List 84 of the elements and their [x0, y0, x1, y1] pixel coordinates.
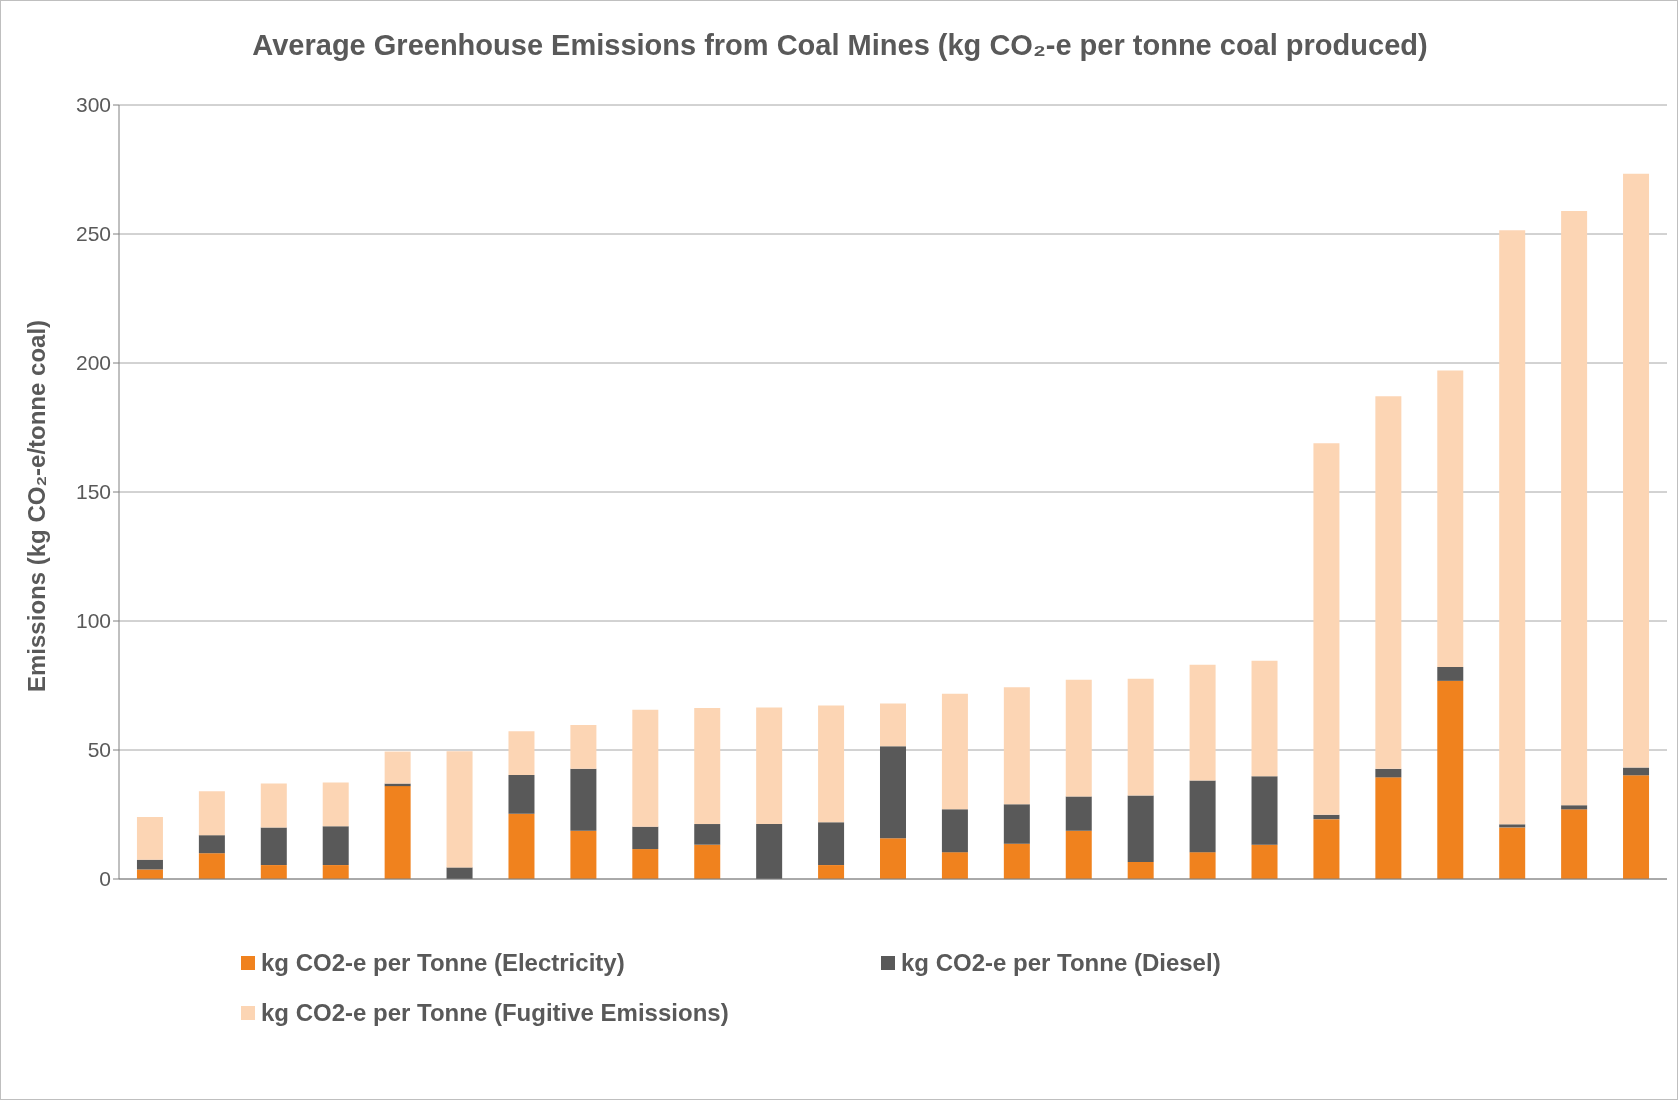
- y-tick-label: 0: [99, 867, 111, 891]
- bar: [508, 813, 535, 879]
- bar: [136, 817, 163, 860]
- bar: [1127, 678, 1154, 796]
- bar: [1561, 809, 1588, 879]
- bar: [446, 867, 473, 879]
- bar: [1499, 827, 1526, 879]
- bar: [1251, 776, 1278, 845]
- y-tick-label: 300: [75, 93, 111, 117]
- bar: [508, 731, 535, 776]
- bar: [941, 693, 968, 810]
- legend-label: kg CO2-e per Tonne (Electricity): [261, 949, 625, 977]
- bar: [1127, 795, 1154, 862]
- bar: [384, 786, 411, 879]
- bar: [880, 746, 906, 839]
- bar: [880, 703, 906, 747]
- bar: [198, 853, 225, 879]
- y-tick-label: 150: [75, 480, 111, 504]
- bar: [1561, 211, 1588, 806]
- bar: [1127, 861, 1154, 879]
- bar: [260, 783, 287, 828]
- chart-title: Average Greenhouse Emissions from Coal Mines (kg CO₂-e per tonne coal produced): [251, 29, 1429, 62]
- bar: [1189, 664, 1216, 781]
- bar: [1375, 777, 1402, 879]
- bar: [260, 827, 287, 866]
- bar: [1003, 843, 1030, 879]
- bar: [1065, 796, 1092, 831]
- bar: [756, 824, 783, 879]
- bar: [1437, 370, 1464, 667]
- bar: [322, 865, 349, 879]
- bar: [1313, 819, 1340, 879]
- y-tick-label: 50: [87, 738, 111, 762]
- bar: [1189, 780, 1216, 853]
- bar: [198, 791, 225, 836]
- bar: [322, 782, 349, 827]
- legend-label: kg CO2-e per Tonne (Fugitive Emissions): [261, 999, 729, 1027]
- bar: [694, 844, 721, 879]
- bar: [384, 751, 411, 784]
- bar: [136, 869, 163, 879]
- bar: [1437, 680, 1464, 879]
- legend-label: kg CO2-e per Tonne (Diesel): [901, 949, 1221, 977]
- bar: [941, 852, 968, 879]
- bar: [632, 826, 659, 850]
- bar: [1313, 814, 1340, 820]
- bar: [880, 838, 906, 879]
- bar: [1499, 230, 1526, 825]
- bar: [322, 826, 349, 866]
- y-tick-label: 100: [75, 609, 111, 633]
- bar: [941, 809, 968, 853]
- bar: [1313, 443, 1340, 815]
- bar: [1499, 824, 1526, 828]
- bar: [1375, 768, 1402, 778]
- bar: [756, 707, 783, 825]
- bar: [508, 775, 535, 814]
- y-axis-title: Emissions (kg CO₂-e/tonne coal): [22, 319, 50, 692]
- bar: [1375, 396, 1402, 769]
- bar: [632, 709, 659, 827]
- y-tick-label: 250: [75, 222, 111, 246]
- bar: [1561, 805, 1588, 810]
- bar: [818, 865, 845, 879]
- bar: [1189, 852, 1216, 879]
- bar: [570, 768, 597, 831]
- y-tick-label: 200: [75, 351, 111, 375]
- bar: [818, 822, 845, 866]
- bar: [1623, 173, 1650, 768]
- bar: [570, 724, 597, 769]
- bar: [446, 751, 473, 868]
- bar: [198, 835, 225, 854]
- bar: [818, 705, 845, 823]
- bar: [632, 849, 659, 879]
- bar: [694, 824, 721, 845]
- bar: [260, 865, 287, 879]
- bar: [1003, 687, 1030, 805]
- bar: [1623, 775, 1650, 879]
- bar: [1437, 666, 1464, 681]
- bar: [1065, 679, 1092, 797]
- bar: [694, 707, 721, 825]
- bar: [136, 859, 163, 870]
- bar: [1623, 767, 1650, 776]
- bar: [1251, 844, 1278, 879]
- bar: [570, 830, 597, 879]
- bar: [1003, 804, 1030, 844]
- bar: [1251, 660, 1278, 777]
- bar: [1065, 830, 1092, 879]
